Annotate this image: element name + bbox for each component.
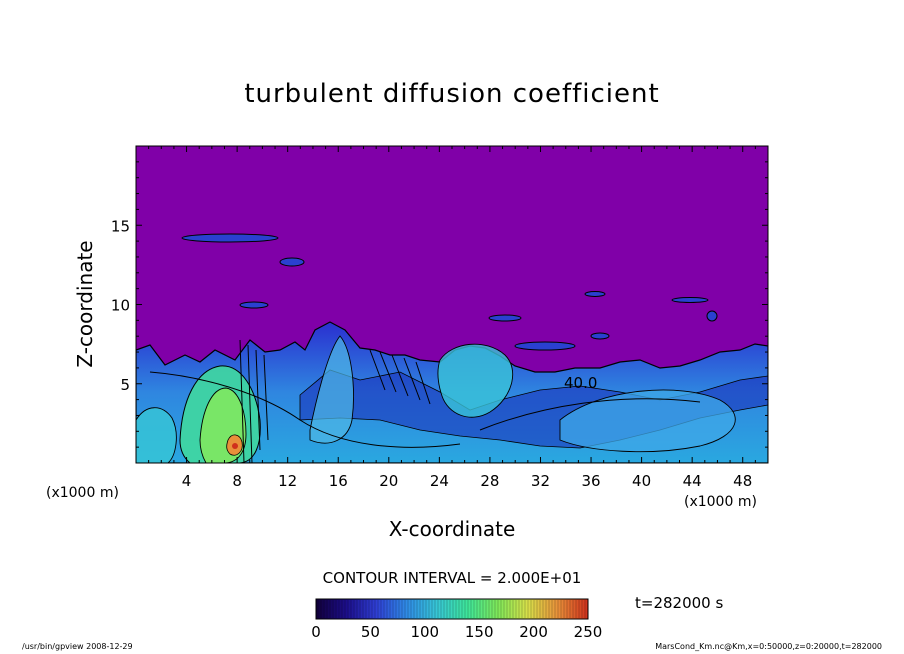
x-tick-label: 40 bbox=[632, 472, 651, 490]
x-tick-label: 8 bbox=[232, 472, 242, 490]
x-unit-label: (x1000 m) bbox=[684, 494, 757, 510]
colorbar-tick-label: 150 bbox=[465, 623, 494, 641]
colorbar-tick-label: 0 bbox=[311, 623, 321, 641]
y-tick-label: 10 bbox=[111, 297, 130, 315]
x-axis-title: X-coordinate bbox=[389, 517, 516, 541]
y-tick-label: 15 bbox=[111, 217, 130, 235]
colorbar-tick-label: 250 bbox=[574, 623, 603, 641]
x-tick-label: 28 bbox=[480, 472, 499, 490]
footer-right: MarsCond_Km.nc@Km,x=0:50000,z=0:20000,t=… bbox=[655, 642, 882, 651]
z-unit-label: (x1000 m) bbox=[46, 485, 119, 501]
contour-striations bbox=[149, 339, 701, 463]
plot-area: 40.0 bbox=[136, 146, 768, 463]
y-tick-label: 5 bbox=[120, 376, 130, 394]
swirl-mid bbox=[437, 343, 514, 418]
chart-title: turbulent diffusion coefficient bbox=[244, 79, 659, 109]
x-axis: 4 8 12 16 20 24 28 32 36 40 44 48 bbox=[148, 146, 769, 490]
x-tick-label: 48 bbox=[733, 472, 752, 490]
colorbar bbox=[315, 598, 589, 620]
colorbar-stripes bbox=[317, 600, 586, 618]
swirl-center bbox=[309, 335, 354, 444]
colorbar-ticks: 0 50 100 150 200 250 bbox=[311, 623, 602, 641]
x-tick-label: 24 bbox=[430, 472, 449, 490]
time-label: t=282000 s bbox=[635, 594, 723, 612]
colorbar-tick-label: 100 bbox=[410, 623, 439, 641]
y-axis-title: Z-coordinate bbox=[73, 240, 97, 367]
hot-spot-center bbox=[232, 443, 238, 449]
x-tick-label: 20 bbox=[379, 472, 398, 490]
region-far-left bbox=[136, 407, 177, 463]
swirl-right bbox=[559, 389, 736, 453]
x-tick-label: 36 bbox=[581, 472, 600, 490]
x-tick-label: 4 bbox=[182, 472, 192, 490]
footer-left: /usr/bin/gpview 2008-12-29 bbox=[22, 642, 133, 651]
upper-patches bbox=[181, 233, 718, 351]
contour-interval-label: CONTOUR INTERVAL = 2.000E+01 bbox=[323, 569, 582, 587]
contour-label: 40.0 bbox=[564, 374, 597, 392]
x-tick-label: 16 bbox=[329, 472, 348, 490]
x-tick-label: 32 bbox=[531, 472, 550, 490]
colorbar-tick-label: 50 bbox=[361, 623, 380, 641]
x-tick-label: 44 bbox=[683, 472, 702, 490]
y-axis: 5 10 15 bbox=[111, 161, 768, 448]
x-tick-label: 12 bbox=[278, 472, 297, 490]
colorbar-tick-label: 200 bbox=[519, 623, 548, 641]
